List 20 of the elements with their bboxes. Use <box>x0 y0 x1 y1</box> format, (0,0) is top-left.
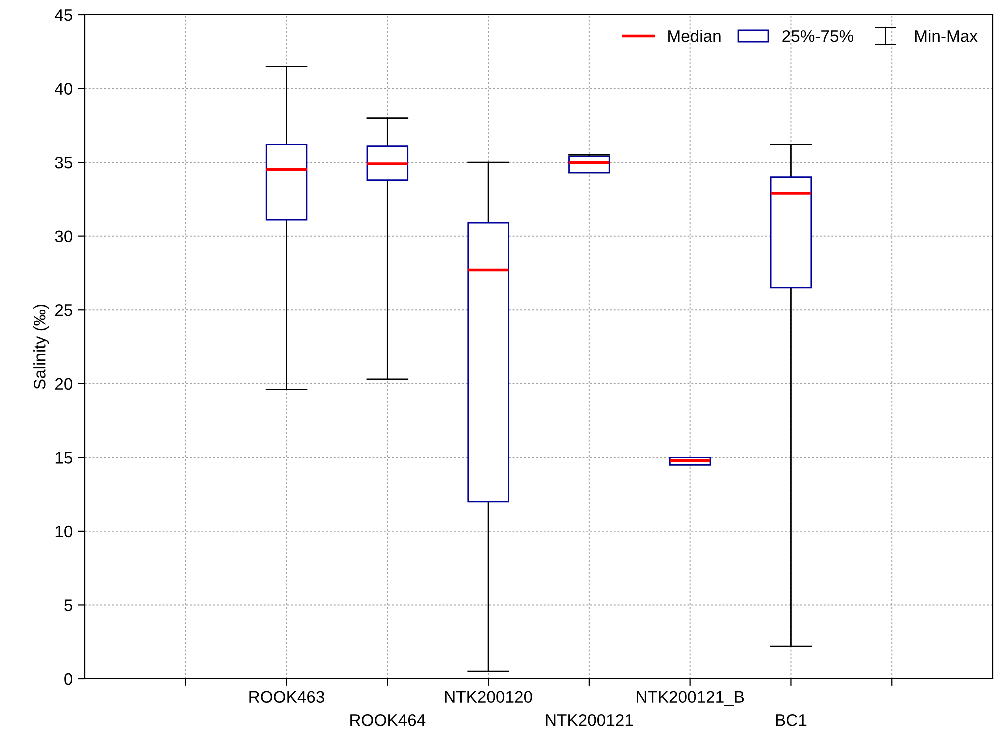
y-tick-label: 30 <box>55 230 73 243</box>
x-tick-label: BC1 <box>776 714 807 726</box>
annotation: Min-Max <box>915 30 978 42</box>
annotation: Median <box>668 30 721 42</box>
x-tick-label: NTK200120 <box>445 691 532 704</box>
y-tick-label: 10 <box>56 526 73 538</box>
y-tick-label: 0 <box>64 673 73 686</box>
y-tick-label: 15 <box>56 452 72 464</box>
x-tick-label: NTK200121_B <box>637 691 744 706</box>
y-tick-label: 40 <box>55 83 73 95</box>
legend-label: 25%-75% <box>782 30 854 42</box>
y-axis-title: Salinity (‰) <box>34 304 50 390</box>
x-tick-label: ROOK463 <box>250 691 324 704</box>
x-tick-label: ROOK464 <box>350 714 426 726</box>
y-tick-label: 45 <box>55 10 72 22</box>
x-tick-label: NTK200121 <box>546 714 634 726</box>
y-tick-label: 25 <box>55 304 72 316</box>
y-tick-label: 20 <box>55 378 73 390</box>
y-tick-label: 5 <box>64 600 72 612</box>
y-tick-label: 35 <box>55 156 72 169</box>
